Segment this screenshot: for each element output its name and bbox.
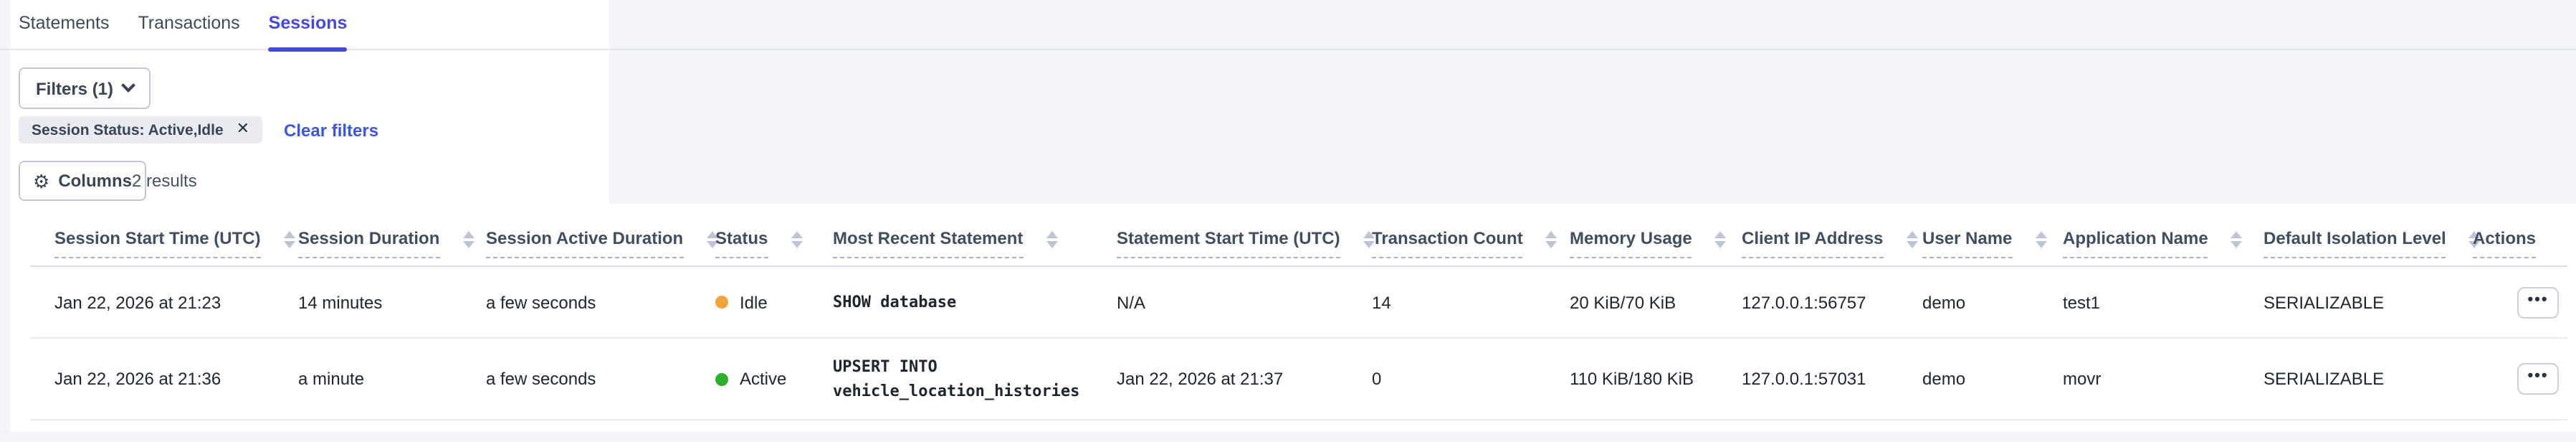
active-tab-underline [268,47,348,52]
cell-actions: ••• [2473,286,2567,318]
table-header-row: Session Start Time (UTC) Session Duratio… [30,204,2567,267]
table-row: Jan 22, 2026 at 21:36 a minute a few sec… [30,339,2567,420]
filters-button[interactable]: Filters (1) [19,67,151,109]
sort-icon[interactable] [1545,231,1557,248]
column-header-status[interactable]: Status [715,211,833,258]
column-header-statement-start[interactable]: Statement Start Time (UTC) [1117,211,1375,258]
cell-statement-start: N/A [1117,292,1146,312]
sort-icon[interactable] [1363,231,1375,248]
cell-memory-usage: 20 KiB/70 KiB [1570,292,1676,312]
cell-actions: ••• [2473,363,2567,395]
sort-icon[interactable] [1714,231,1727,248]
status-dot [715,372,728,385]
tab-statements[interactable]: Statements [19,0,109,50]
sort-icon[interactable] [791,231,803,248]
cell-session-active-duration: a few seconds [486,292,596,312]
column-header-session-active-duration[interactable]: Session Active Duration [486,211,718,258]
column-header-session-start[interactable]: Session Start Time (UTC) [30,211,298,258]
cell-transaction-count: 0 [1372,369,1382,389]
tabbar-divider [0,49,2576,50]
table-row: Jan 22, 2026 at 21:23 14 minutes a few s… [30,267,2567,339]
cell-status: Active [715,369,833,389]
sort-icon[interactable] [283,231,295,248]
ellipsis-icon: ••• [2527,367,2549,385]
cell-application-name: test1 [2063,292,2101,312]
column-header-most-recent-statement[interactable]: Most Recent Statement [833,211,1117,258]
cell-user-name: demo [1922,292,1966,312]
gear-icon: ⚙ [33,170,50,192]
cell-most-recent-statement: UPSERT INTO vehicle_location_histories [833,357,1080,400]
tab-label: Sessions [268,13,348,33]
sort-icon[interactable] [1046,231,1058,248]
cell-session-start: Jan 22, 2026 at 21:23 [54,292,221,312]
filter-chip-label: Session Status: Active,Idle [32,121,224,138]
columns-button-label: Columns [58,171,132,191]
columns-button[interactable]: ⚙ Columns [19,161,146,201]
cell-transaction-count: 14 [1372,292,1391,312]
column-header-memory-usage[interactable]: Memory Usage [1570,211,1742,258]
cell-client-ip: 127.0.0.1:57031 [1742,369,1866,389]
tab-sessions[interactable]: Sessions [268,0,348,52]
column-header-client-ip[interactable]: Client IP Address [1742,211,1922,258]
cell-user-name: demo [1922,369,1966,389]
filters-button-label: Filters (1) [36,78,114,98]
tab-transactions[interactable]: Transactions [138,0,239,50]
status-label: Idle [740,292,768,312]
close-icon[interactable]: ✕ [236,121,250,138]
cell-session-duration: a minute [298,369,365,389]
column-header-application-name[interactable]: Application Name [2063,211,2263,258]
sort-icon[interactable] [2468,231,2481,248]
column-header-transaction-count[interactable]: Transaction Count [1372,211,1570,258]
tab-label: Transactions [138,13,240,33]
column-header-isolation-level[interactable]: Default Isolation Level [2263,211,2481,258]
sort-icon[interactable] [2035,231,2047,248]
cell-session-active-duration: a few seconds [486,369,596,389]
session-actions-button[interactable]: ••• [2517,286,2559,318]
cell-isolation-level: SERIALIZABLE [2263,292,2385,312]
sort-icon[interactable] [706,231,718,248]
column-header-session-duration[interactable]: Session Duration [298,211,486,258]
chevron-down-icon [121,78,135,93]
cell-most-recent-statement: SHOW database [833,292,957,311]
status-dot [715,296,728,309]
filter-chip-session-status: Session Status: Active,Idle ✕ [19,116,263,144]
tab-label: Statements [19,13,110,33]
cell-session-start: Jan 22, 2026 at 21:36 [54,369,221,389]
column-header-actions: Actions [2473,211,2567,258]
cell-client-ip: 127.0.0.1:56757 [1742,292,1866,312]
cell-status: Idle [715,292,833,312]
sort-icon[interactable] [1906,231,1918,248]
cell-statement-start: Jan 22, 2026 at 21:37 [1117,369,1284,389]
ellipsis-icon: ••• [2527,291,2549,308]
sort-icon[interactable] [462,231,474,248]
column-header-user-name[interactable]: User Name [1922,211,2063,258]
tabbar: Statements Transactions Sessions [19,0,348,52]
clear-filters-link[interactable]: Clear filters [284,121,379,141]
sort-icon[interactable] [2231,231,2243,248]
session-actions-button[interactable]: ••• [2517,363,2559,395]
cell-session-duration: 14 minutes [298,292,383,312]
cell-application-name: movr [2063,369,2102,389]
results-count: 2 results [132,171,197,191]
cell-isolation-level: SERIALIZABLE [2263,369,2385,389]
sessions-table: Session Start Time (UTC) Session Duratio… [10,204,2576,432]
status-label: Active [740,369,787,389]
cell-memory-usage: 110 KiB/180 KiB [1570,369,1694,389]
